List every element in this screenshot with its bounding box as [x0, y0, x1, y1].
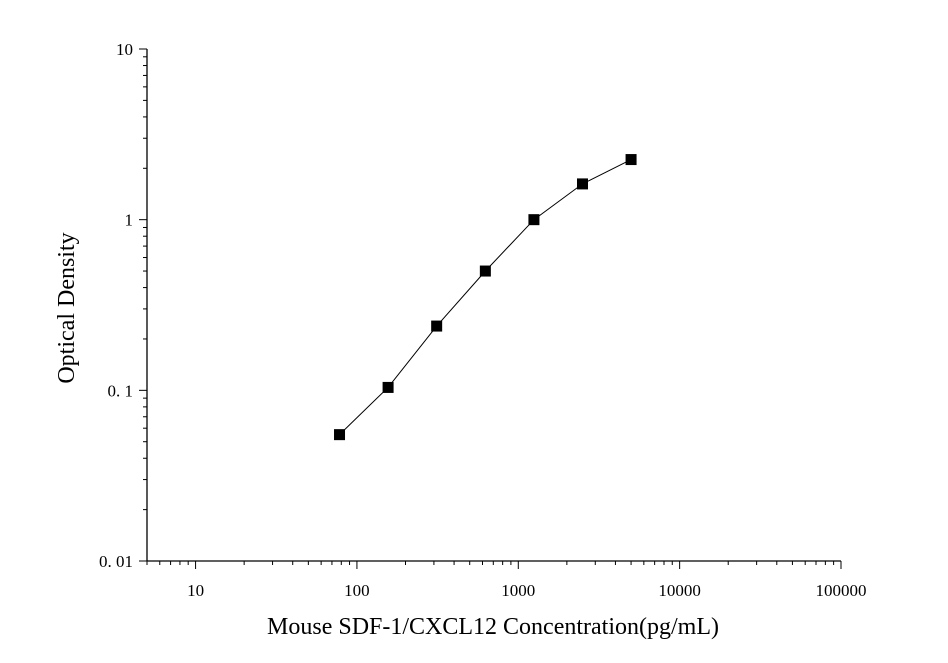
x-tick-label: 10 [187, 581, 204, 600]
data-point [625, 154, 637, 166]
x-tick-label: 100 [344, 581, 370, 600]
tick-labels: 10 100 1000 10000 100000 0. 01 0. 1 1 10 [99, 40, 867, 600]
x-axis-title: Mouse SDF-1/CXCL12 Concentration(pg/mL) [267, 614, 719, 640]
x-tick-label: 100000 [816, 581, 867, 600]
series-line [339, 159, 632, 435]
x-tick-label: 1000 [501, 581, 535, 600]
axes [146, 49, 841, 562]
y-tick-label: 1 [125, 211, 134, 230]
data-point [334, 429, 346, 441]
data-point [382, 381, 394, 393]
y-tick-label: 0. 1 [108, 381, 134, 400]
y-tick-label: 0. 01 [99, 552, 133, 571]
tick-marks [139, 48, 842, 569]
data-point [528, 214, 540, 226]
data-point [576, 178, 588, 190]
y-tick-label: 10 [116, 40, 133, 59]
y-axis-title: Optical Density [54, 232, 80, 383]
x-tick-label: 10000 [658, 581, 701, 600]
data-point [431, 320, 443, 332]
plot-area [334, 154, 637, 441]
data-point [479, 265, 491, 277]
